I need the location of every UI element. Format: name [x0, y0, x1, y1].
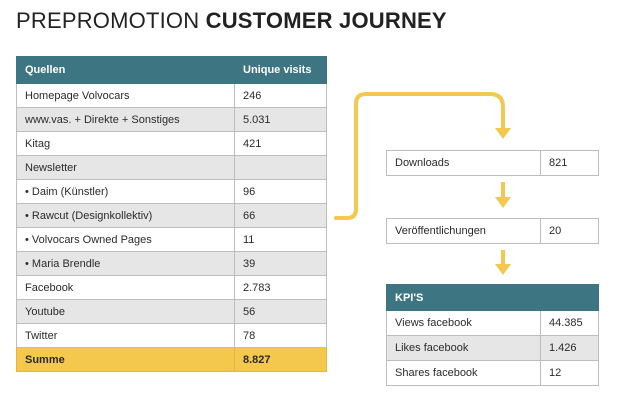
- kpi-label: Likes facebook: [386, 335, 541, 361]
- kpi-label: Shares facebook: [386, 360, 541, 386]
- publications-table: Veröffentlichungen 20: [386, 218, 599, 244]
- source-name: • Maria Brendle: [16, 251, 235, 276]
- title-light: PREPROMOTION: [16, 8, 200, 33]
- publications-label: Veröffentlichungen: [386, 218, 541, 244]
- downloads-table: Downloads 821: [386, 150, 599, 176]
- source-visits: 96: [234, 179, 327, 204]
- total-row: Summe 8.827: [16, 347, 327, 372]
- table-row: www.vas. + Direkte + Sonstiges 5.031: [16, 107, 327, 132]
- source-name: Youtube: [16, 299, 235, 324]
- arrow-down-icon: [495, 128, 511, 139]
- kpi-table: KPI'S Views facebook 44.385 Likes faceboo…: [385, 284, 600, 386]
- total-label: Summe: [16, 347, 235, 372]
- source-visits: 421: [234, 131, 327, 156]
- table-row: Kitag 421: [16, 131, 327, 156]
- source-name: www.vas. + Direkte + Sonstiges: [16, 107, 235, 132]
- source-visits: 39: [234, 251, 327, 276]
- kpi-header: KPI'S: [385, 284, 600, 311]
- source-name: • Volvocars Owned Pages: [16, 227, 235, 252]
- kpi-header-row: KPI'S: [385, 284, 600, 311]
- publications-value: 20: [540, 218, 599, 244]
- source-name: Twitter: [16, 323, 235, 348]
- table-row: Views facebook 44.385: [386, 310, 600, 336]
- page-title: PREPROMOTION CUSTOMER JOURNEY: [16, 8, 447, 34]
- table-row: Veröffentlichungen 20: [386, 218, 599, 244]
- source-visits: 66: [234, 203, 327, 228]
- sources-header-row: Quellen Unique visits: [16, 56, 327, 84]
- table-row: Likes facebook 1.426: [386, 335, 600, 361]
- arrow-down-icon: [495, 264, 511, 275]
- source-visits: 56: [234, 299, 327, 324]
- downloads-value: 821: [540, 150, 599, 176]
- table-row: Twitter 78: [16, 323, 327, 348]
- kpi-value: 44.385: [539, 310, 600, 336]
- source-visits: [234, 155, 327, 180]
- table-row: Downloads 821: [386, 150, 599, 176]
- total-value: 8.827: [234, 347, 327, 372]
- kpi-value: 12: [539, 360, 600, 386]
- source-name: Facebook: [16, 275, 235, 300]
- table-row: Homepage Volvocars 246: [16, 83, 327, 108]
- table-row: • Daim (Künstler) 96: [16, 179, 327, 204]
- source-visits: 11: [234, 227, 327, 252]
- source-name: Homepage Volvocars: [16, 83, 235, 108]
- table-row: Youtube 56: [16, 299, 327, 324]
- downloads-label: Downloads: [386, 150, 541, 176]
- source-visits: 78: [234, 323, 327, 348]
- sources-table: Quellen Unique visits Homepage Volvocars…: [16, 56, 327, 372]
- table-row: • Volvocars Owned Pages 11: [16, 227, 327, 252]
- table-row: Shares facebook 12: [386, 360, 600, 386]
- table-row: • Rawcut (Designkollektiv) 66: [16, 203, 327, 228]
- sources-header-visits: Unique visits: [234, 56, 327, 84]
- source-visits: 246: [234, 83, 327, 108]
- table-row: Newsletter: [16, 155, 327, 180]
- arrow-down-icon: [495, 197, 511, 208]
- kpi-label: Views facebook: [386, 310, 541, 336]
- source-visits: 5.031: [234, 107, 327, 132]
- source-name: Kitag: [16, 131, 235, 156]
- table-row: Facebook 2.783: [16, 275, 327, 300]
- source-name: Newsletter: [16, 155, 235, 180]
- source-visits: 2.783: [234, 275, 327, 300]
- sources-header-source: Quellen: [16, 56, 235, 84]
- source-name: • Daim (Künstler): [16, 179, 235, 204]
- source-name: • Rawcut (Designkollektiv): [16, 203, 235, 228]
- title-bold: CUSTOMER JOURNEY: [205, 8, 447, 33]
- table-row: • Maria Brendle 39: [16, 251, 327, 276]
- kpi-value: 1.426: [539, 335, 600, 361]
